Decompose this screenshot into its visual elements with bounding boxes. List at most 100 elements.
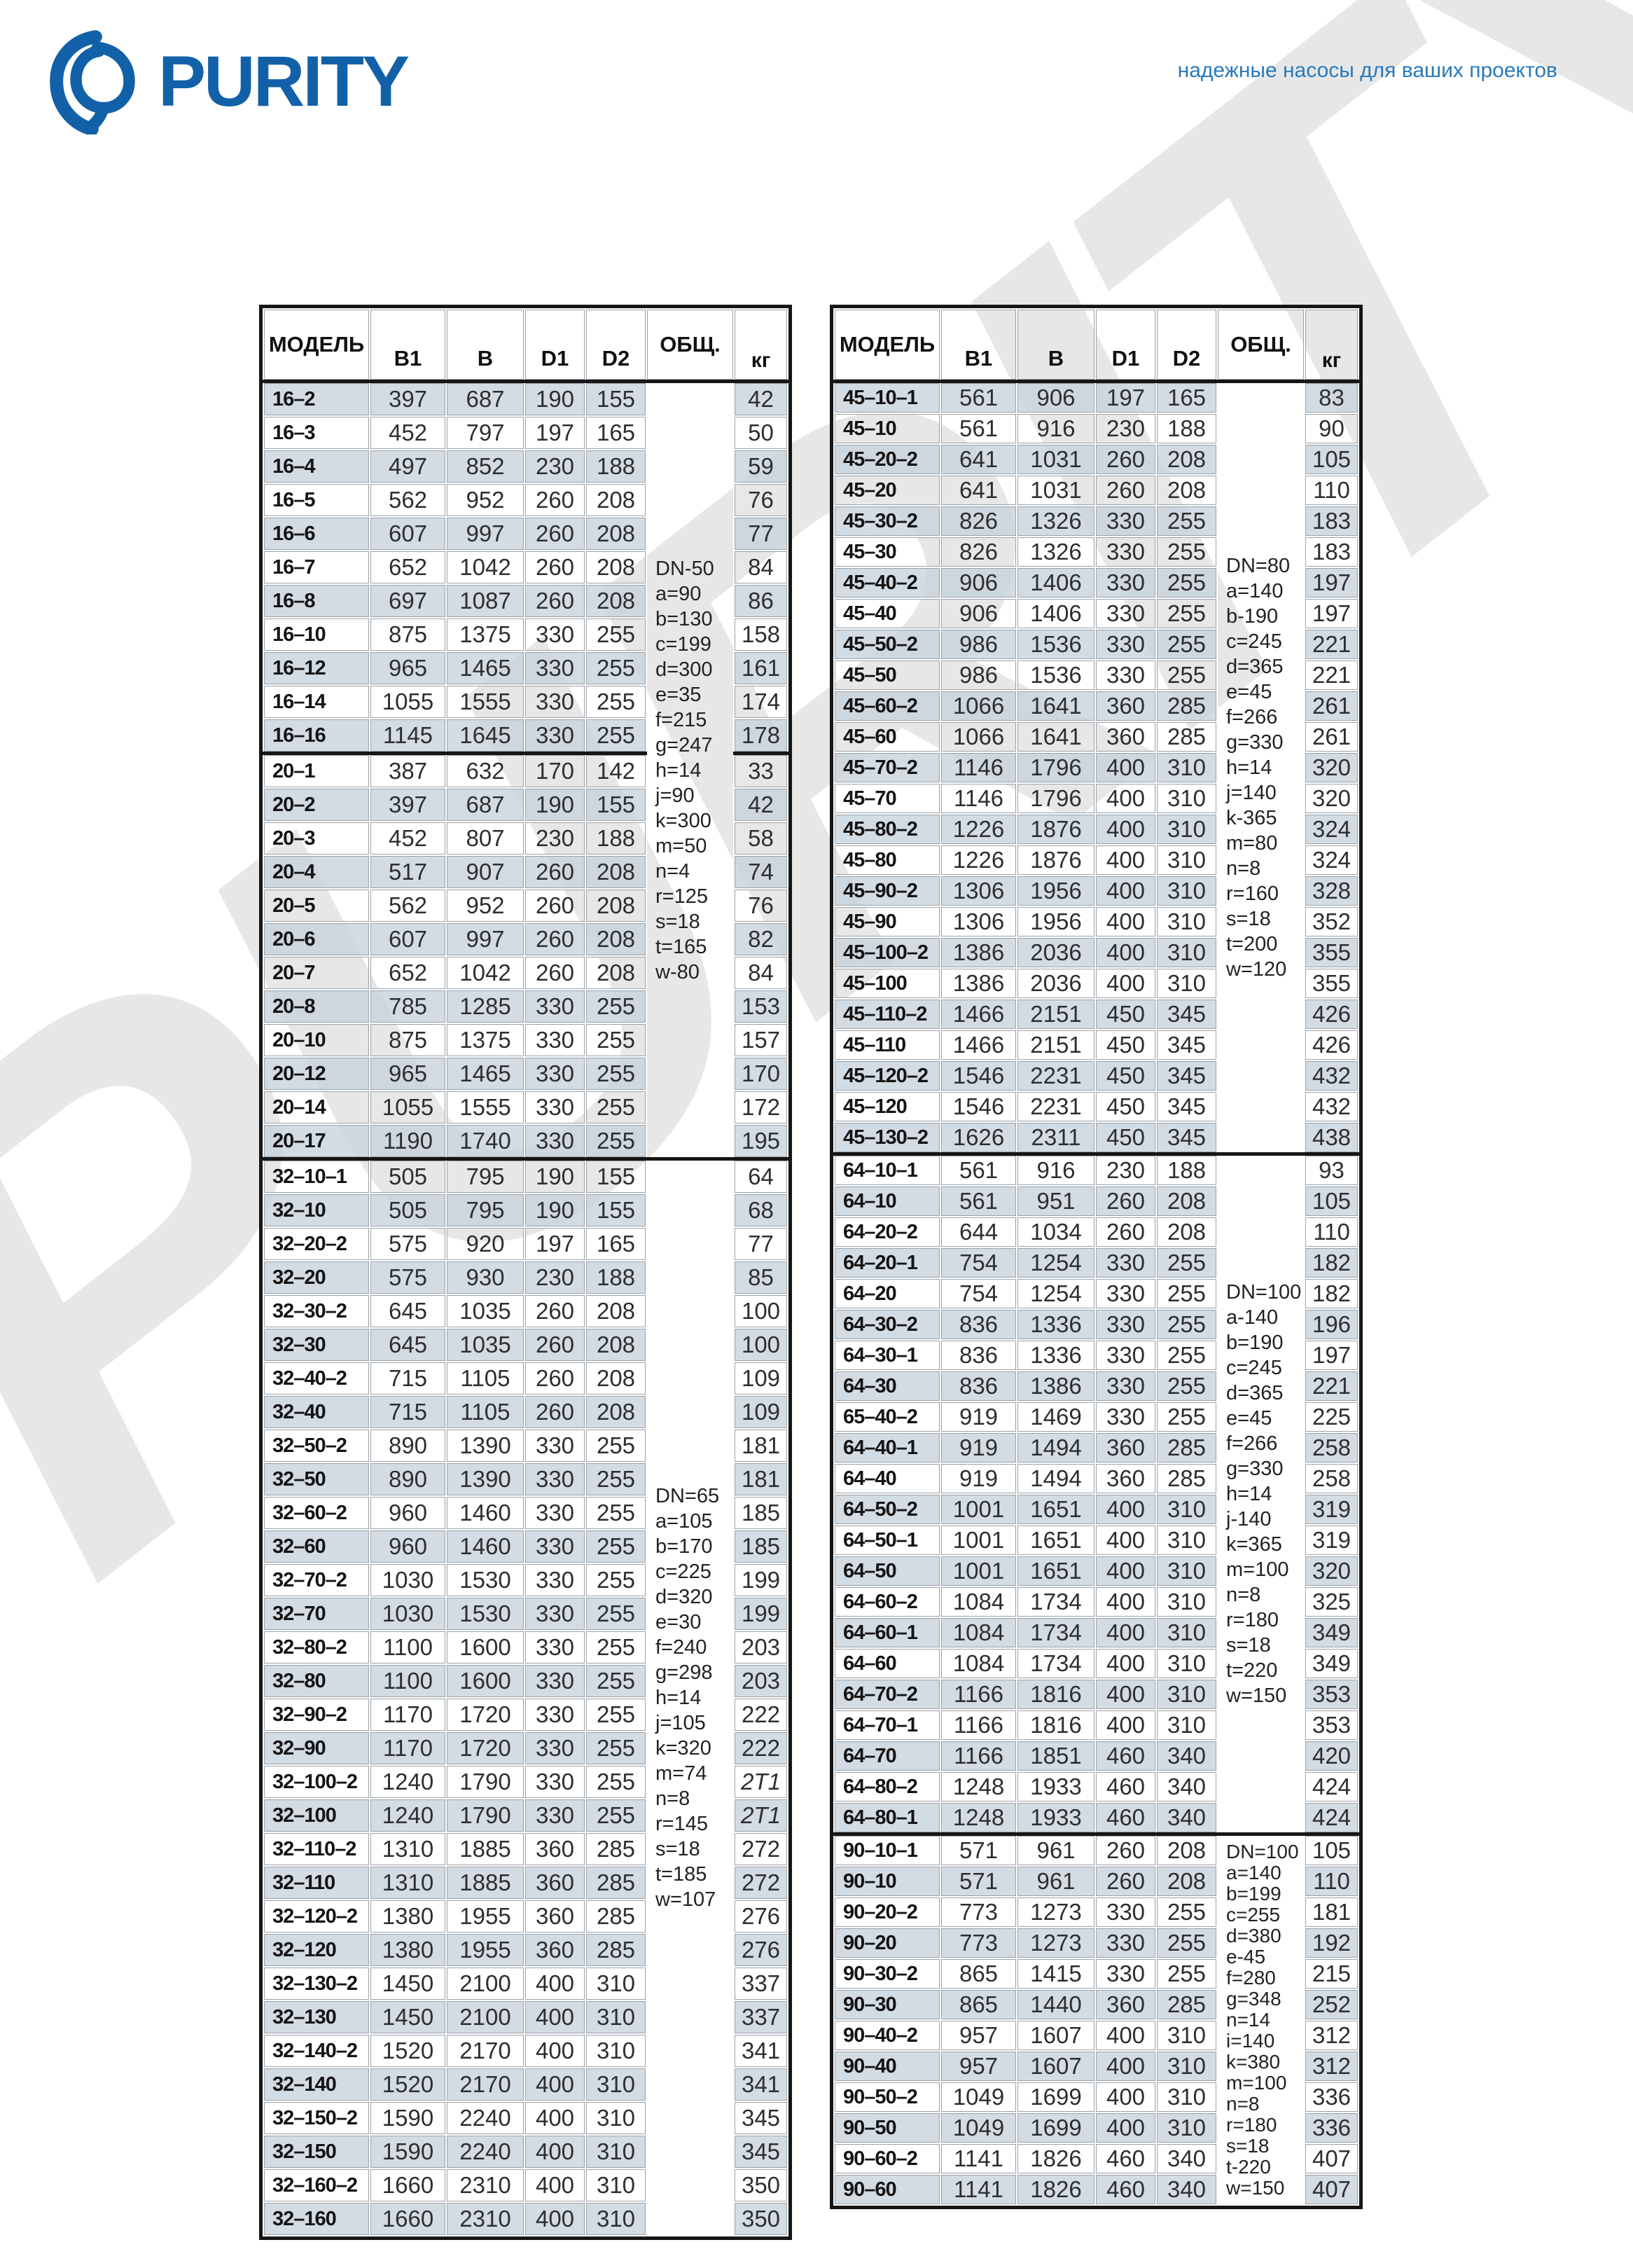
table-row: 65–40–2 919 1469 330 255 225: [833, 1401, 1359, 1433]
dimension-cell: 2231: [1016, 1060, 1096, 1092]
dimension-cell: 1055: [369, 1090, 447, 1125]
model-cell: 45–50: [833, 659, 941, 691]
model-cell: 16–8: [263, 583, 370, 618]
weight-cell: 157: [733, 1023, 788, 1058]
dimensions-note-cell: DN=100 a=140 b=199 c=255 d=380 e-45 f=280 g=348…: [1216, 1832, 1305, 2206]
dimension-cell: 450: [1095, 1029, 1157, 1061]
table-row: 32–30 645 1035 260 208 100: [263, 1327, 788, 1362]
weight-cell: 345: [733, 2134, 788, 2169]
dimension-cell: 1415: [1016, 1958, 1096, 1990]
model-cell: 90–10–1: [833, 1832, 941, 1867]
table-row: 32–100–2 1240 1790 330 255 2T1: [263, 1764, 788, 1799]
weight-cell: 109: [733, 1395, 788, 1430]
table-row: 45–120 1546 2231 450 345 432: [833, 1091, 1359, 1123]
table-row: 32–80–2 1100 1600 330 255 203: [263, 1630, 788, 1665]
weight-cell: 197: [1304, 1339, 1359, 1371]
dimension-line: a-140: [1226, 1306, 1279, 1329]
weight-cell: 258: [1304, 1463, 1359, 1495]
model-cell: 64–70–2: [833, 1678, 941, 1710]
dimension-cell: 165: [585, 1226, 647, 1261]
dimension-line: h=14: [1226, 756, 1272, 779]
dimension-cell: 340: [1155, 1740, 1218, 1772]
table-row: 45–30–2 826 1326 330 255 183: [833, 505, 1359, 537]
dimension-cell: 916: [1016, 1152, 1096, 1187]
dimension-cell: 260: [524, 516, 586, 551]
dimension-cell: 1141: [940, 2173, 1017, 2206]
weight-cell: 345: [733, 2101, 788, 2136]
dimension-cell: 255: [585, 1529, 647, 1564]
dimension-cell: 2240: [445, 2101, 525, 2136]
dimension-line: n=8: [1226, 1584, 1261, 1606]
dimension-line: d=365: [1226, 656, 1284, 678]
dimension-cell: 575: [369, 1226, 447, 1261]
model-cell: 64–30–1: [833, 1339, 941, 1371]
dimension-line: s=18: [655, 910, 700, 933]
model-cell: 16–14: [263, 684, 370, 719]
dimension-cell: 450: [1095, 1121, 1157, 1155]
dimension-cell: 208: [1155, 1832, 1218, 1867]
dimension-cell: 330: [524, 1056, 586, 1091]
dimension-line: j=105: [655, 1712, 706, 1734]
model-cell: 90–20: [833, 1927, 941, 1959]
dimension-cell: 197: [1095, 380, 1157, 414]
model-cell: 45–50–2: [833, 628, 941, 661]
weight-cell: 197: [1304, 567, 1359, 599]
dimension-cell: 208: [1155, 1185, 1218, 1217]
dimension-cell: 1034: [1016, 1216, 1096, 1248]
model-cell: 45–10: [833, 413, 941, 445]
weight-cell: 424: [1304, 1802, 1359, 1835]
table-row: 16–4 497 852 230 188 59: [263, 449, 788, 484]
dimension-line: n=8: [1226, 2093, 1260, 2115]
dimension-line: g=330: [1226, 1458, 1284, 1480]
model-cell: 64–20: [833, 1278, 941, 1310]
dimension-cell: 1386: [940, 936, 1017, 969]
table-row: 64–20–1 754 1254 330 255 182: [833, 1247, 1359, 1279]
dimension-cell: 190: [524, 787, 586, 822]
table-row: 16–8 697 1087 260 208 86: [263, 583, 788, 618]
model-cell: 32–10–1: [263, 1157, 370, 1194]
dimension-cell: 1530: [445, 1596, 525, 1631]
table-row: 20–4 517 907 260 208 74: [263, 855, 788, 890]
dimension-cell: 890: [369, 1462, 447, 1497]
model-cell: 45–90–2: [833, 875, 941, 907]
dimension-cell: 310: [1155, 875, 1218, 907]
spec-table-left-container: МОДЕЛЬ B1 B D1 D2 ОБЩ. кг 16–2 397 687 190 155 DN-50…: [259, 305, 792, 2240]
model-cell: 32–10: [263, 1193, 370, 1228]
dimension-cell: 852: [445, 449, 525, 484]
weight-cell: 320: [1304, 782, 1359, 815]
weight-cell: 183: [1304, 505, 1359, 537]
dimension-cell: 1049: [940, 2081, 1017, 2113]
weight-cell: 222: [733, 1731, 788, 1766]
dimension-cell: 1734: [1016, 1647, 1096, 1680]
dimension-cell: 255: [585, 1056, 647, 1091]
model-cell: 64–80–1: [833, 1802, 941, 1835]
dimension-cell: 1536: [1016, 659, 1096, 691]
dimension-cell: 197: [524, 1226, 586, 1261]
dimension-cell: 1645: [445, 718, 525, 754]
model-cell: 16–4: [263, 449, 370, 484]
dimension-cell: 697: [369, 583, 447, 618]
model-cell: 16–10: [263, 617, 370, 652]
dimension-cell: 1466: [940, 998, 1017, 1030]
dimension-cell: 260: [524, 1294, 586, 1329]
table-row: 90–20–2 773 1273 330 255 181: [833, 1896, 1359, 1928]
table-row: 45–60 1066 1641 360 285 261: [833, 721, 1359, 753]
dimension-cell: 310: [1155, 752, 1218, 784]
dimension-cell: 715: [369, 1395, 447, 1430]
column-header: D2: [585, 308, 647, 383]
table-row: 45–110–2 1466 2151 450 345 426: [833, 998, 1359, 1030]
dimension-cell: 397: [369, 787, 447, 822]
dimension-line: b-190: [1226, 605, 1279, 628]
dimension-cell: 1816: [1016, 1678, 1096, 1710]
model-cell: 32–120–2: [263, 1899, 370, 1934]
weight-cell: 83: [1304, 380, 1359, 414]
table-row: 32–70 1030 1530 330 255 199: [263, 1596, 788, 1631]
dimension-line: a=140: [1226, 1862, 1281, 1883]
dimension-cell: 1450: [369, 2000, 447, 2035]
dimension-cell: 330: [1095, 1927, 1157, 1959]
dimension-cell: 310: [585, 2201, 647, 2236]
dimension-cell: 2100: [445, 2000, 525, 2035]
table-row: 64–70–1 1166 1816 400 310 353: [833, 1709, 1359, 1741]
dimension-cell: 1100: [369, 1630, 447, 1665]
weight-cell: 222: [733, 1697, 788, 1732]
